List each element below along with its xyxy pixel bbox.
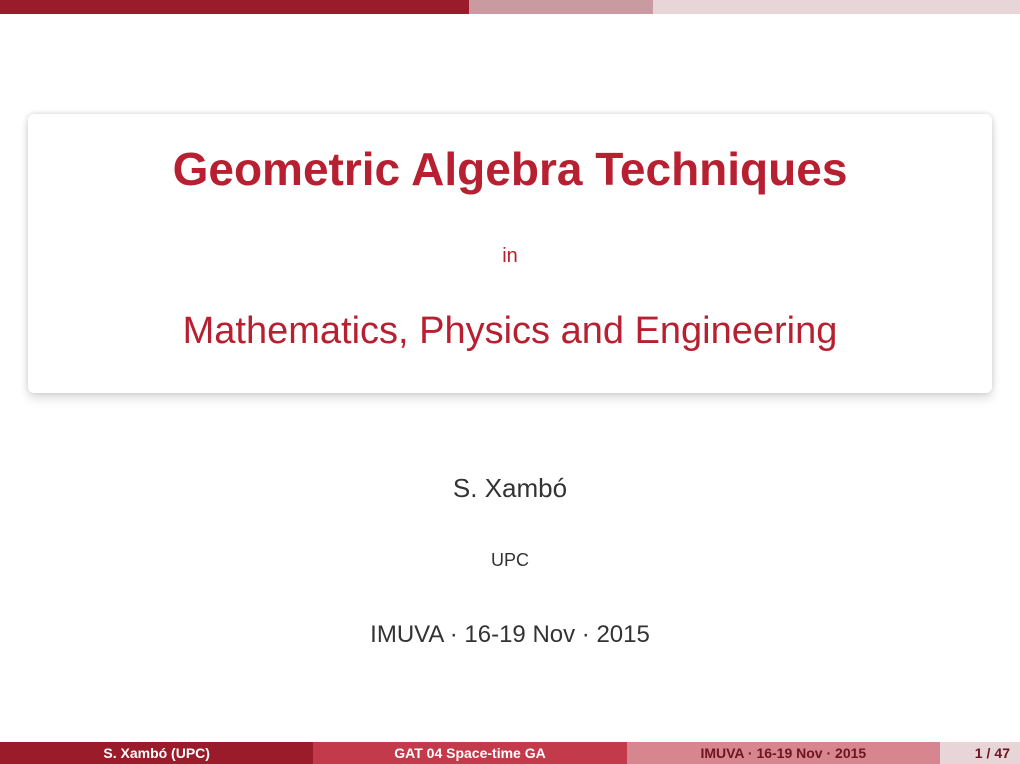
presentation-title: Geometric Algebra Techniques	[58, 144, 962, 195]
page-total: 47	[994, 745, 1010, 761]
footer-short-title: GAT 04 Space-time GA	[313, 742, 626, 764]
topbar-segment-1	[0, 0, 469, 14]
affiliation: UPC	[0, 550, 1020, 571]
title-connector: in	[58, 245, 962, 268]
topbar-segment-2	[469, 0, 653, 14]
footer-date: IMUVA · 16-19 Nov · 2015	[627, 742, 940, 764]
slide-footer: S. Xambó (UPC) GAT 04 Space-time GA IMUV…	[0, 742, 1020, 764]
footer-author: S. Xambó (UPC)	[0, 742, 313, 764]
title-block: Geometric Algebra Techniques in Mathemat…	[28, 114, 992, 393]
event-info: IMUVA · 16-19 Nov · 2015	[0, 621, 1020, 649]
author-name: S. Xambó	[0, 473, 1020, 504]
topbar-segment-3	[653, 0, 1020, 14]
page-separator: /	[987, 745, 991, 761]
footer-page-indicator: 1 / 47	[940, 742, 1020, 764]
page-current: 1	[975, 745, 983, 761]
presentation-subtitle: Mathematics, Physics and Engineering	[58, 310, 962, 353]
top-progress-bar	[0, 0, 1020, 14]
